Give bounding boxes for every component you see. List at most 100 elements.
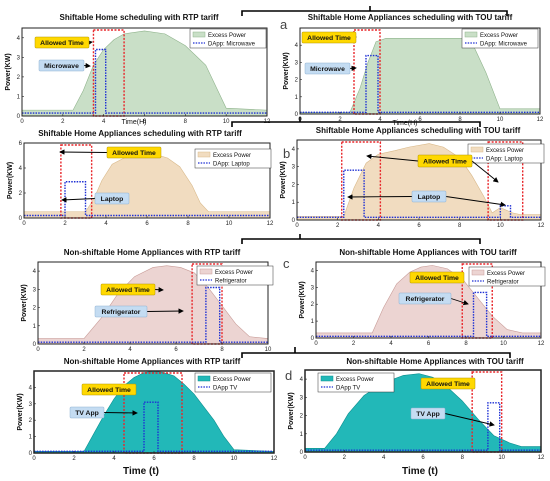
y-tick-label: 0 xyxy=(33,342,37,348)
legend: Excess Power DApp: Laptop xyxy=(467,143,545,164)
appliance-label: TV App xyxy=(410,407,495,427)
annotation-arrow xyxy=(61,197,96,203)
y-axis-label: Power(KW) xyxy=(288,392,295,429)
x-tick-label: 8 xyxy=(458,223,462,229)
chart-title: Shiftable Home Appliances scheduling wit… xyxy=(38,129,242,138)
annotation-text: Allowed Time xyxy=(40,40,84,47)
y-tick-label: 2 xyxy=(33,306,37,312)
annotation-text: Laptop xyxy=(101,196,124,203)
legend: Excess Power Refrigerator xyxy=(468,266,546,287)
x-tick-label: 6 xyxy=(427,341,431,347)
x-tick-label: 6 xyxy=(418,117,422,123)
annotation-text: Allowed Time xyxy=(87,387,131,394)
legend-label-appliance: DApp: Laptop xyxy=(486,157,523,163)
y-tick-label: 3 xyxy=(17,55,21,61)
y-tick-label: 3 xyxy=(300,395,304,401)
allowed-time-window xyxy=(341,141,382,221)
x-tick-label: 0 xyxy=(32,456,36,462)
chart-panel-4: Shiftable Home Appliances scheduling wit… xyxy=(280,126,545,229)
y-tick-label: 4 xyxy=(29,385,33,391)
annotation-arrow xyxy=(444,413,495,427)
y-tick-label: 2 xyxy=(311,302,315,308)
y-axis-label: Power(KW) xyxy=(299,281,306,318)
x-tick-label: 6 xyxy=(152,456,156,462)
x-tick-label: 8 xyxy=(461,455,465,461)
legend: Excess Power DApp: Microwave xyxy=(189,28,267,49)
y-tick-label: 4 xyxy=(17,36,21,42)
x-tick-label: 12 xyxy=(538,223,545,229)
allowed-time-label: Allowed Time xyxy=(81,383,137,396)
annotation-arrow xyxy=(450,298,469,306)
excess-power-area xyxy=(37,265,269,345)
legend-label-appliance: DApp: Laptop xyxy=(213,162,250,168)
annotation-text: Refrigerator xyxy=(102,309,141,316)
appliance-label: Microwave xyxy=(304,62,357,75)
y-tick-label: 1 xyxy=(17,94,21,100)
allowed-time-label: Allowed Time xyxy=(409,271,465,284)
y-axis-label: Power(KW) xyxy=(283,52,290,89)
x-tick-label: 12 xyxy=(264,119,271,125)
legend-label-excess: Excess Power xyxy=(487,271,525,277)
x-tick-label: 0 xyxy=(20,119,24,125)
annotation-text: Allowed Time xyxy=(106,287,150,294)
appliance-power-line xyxy=(316,291,541,338)
annotation-text: Allowed Time xyxy=(307,35,351,42)
panel-letter-d: d xyxy=(285,368,292,383)
y-tick-label: 1 xyxy=(292,200,296,206)
x-tick-label: 2 xyxy=(63,221,67,227)
x-axis-label: Time (t) xyxy=(123,466,159,477)
chart-title: Shiftable Home Appliances scheduling wit… xyxy=(316,126,521,135)
annotation-text: Allowed Time xyxy=(415,275,459,282)
appliance-power-line xyxy=(22,48,267,114)
legend-label-appliance: DApp TV xyxy=(213,386,237,392)
appliance-label: TV App xyxy=(69,406,138,419)
x-tick-label: 2 xyxy=(72,456,76,462)
y-tick-label: 0 xyxy=(17,114,21,120)
x-axis-label: Time(H) xyxy=(392,120,417,127)
panel-letter-b: b xyxy=(283,146,290,161)
x-tick-label: 10 xyxy=(497,223,504,229)
x-tick-label: 6 xyxy=(174,347,178,353)
y-tick-label: 2 xyxy=(19,191,23,197)
legend-box xyxy=(196,265,274,286)
chart-title: Non-shiftable Home Appliances with RTP t… xyxy=(64,357,241,366)
x-tick-label: 8 xyxy=(220,347,224,353)
y-tick-label: 1 xyxy=(33,324,37,330)
annotation-arrow xyxy=(445,196,506,208)
y-tick-label: 2 xyxy=(295,78,299,84)
annotation-arrow xyxy=(59,149,108,155)
y-tick-label: 4 xyxy=(292,147,296,153)
excess-power-area xyxy=(299,38,541,115)
legend-label-appliance: Refrigerator xyxy=(215,279,247,285)
annotation-arrow xyxy=(471,160,499,183)
annotation-text: Laptop xyxy=(418,194,441,201)
y-tick-label: 1 xyxy=(311,319,315,325)
annotation-box xyxy=(420,377,476,390)
appliance-label: Microwave xyxy=(38,59,91,72)
annotation-box xyxy=(398,292,452,305)
x-tick-label: 6 xyxy=(143,119,147,125)
annotation-box xyxy=(100,283,156,296)
annotation-arrow xyxy=(103,410,138,416)
appliance-label: Laptop xyxy=(61,192,130,205)
x-tick-label: 2 xyxy=(338,117,342,123)
legend: Excess Power DApp TV xyxy=(317,372,395,393)
chart-title: Shiftable Home Appliances scheduling wit… xyxy=(308,13,513,22)
chart-panel-6: Non-shiftable Home Appliances with TOU t… xyxy=(299,248,546,347)
x-tick-label: 8 xyxy=(192,456,196,462)
x-tick-label: 2 xyxy=(336,223,340,229)
x-tick-label: 8 xyxy=(186,221,190,227)
charts-layer: Shiftable Home scheduling with RTP tarif… xyxy=(5,13,546,477)
x-tick-label: 2 xyxy=(82,347,86,353)
x-tick-label: 8 xyxy=(458,117,462,123)
allowed-time-window xyxy=(92,29,125,117)
legend: Excess Power DApp TV xyxy=(194,372,272,393)
x-tick-label: 12 xyxy=(267,221,274,227)
x-tick-label: 6 xyxy=(145,221,149,227)
legend-swatch-excess xyxy=(470,146,484,153)
legend-label-appliance: DApp: Microwave xyxy=(480,42,528,48)
legend-label-excess: Excess Power xyxy=(215,270,253,276)
legend: Excess Power Refrigerator xyxy=(196,265,274,286)
x-tick-label: 6 xyxy=(417,223,421,229)
annotation-box xyxy=(38,59,85,72)
